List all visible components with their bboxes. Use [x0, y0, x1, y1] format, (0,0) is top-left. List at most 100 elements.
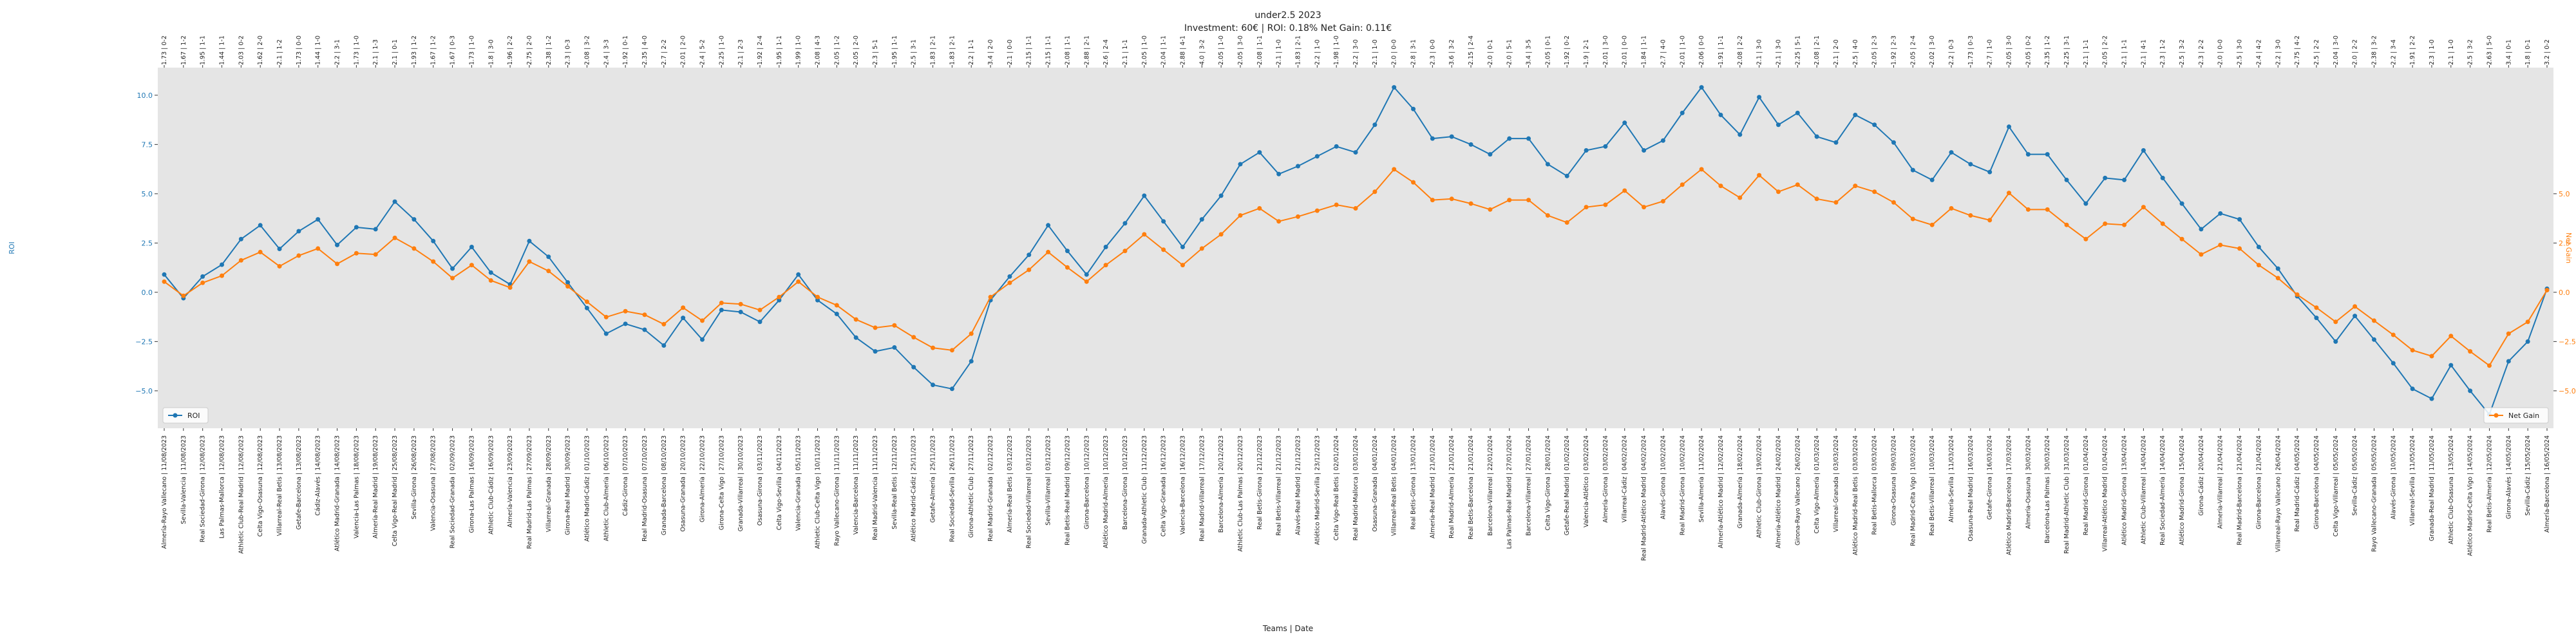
- point: [2333, 319, 2338, 325]
- point: [1468, 201, 1473, 206]
- x-tick-label: Villarreal-Granada | 28/09/2023: [545, 435, 553, 532]
- point: [507, 285, 513, 290]
- point: [1411, 180, 1416, 185]
- top-tick-label: 3.4 | 3-5: [1526, 39, 1533, 65]
- top-tick-label: 2.05 | 1-0: [1141, 35, 1148, 65]
- x-tick-label: Girona-Real Madrid | 30/09/2023: [565, 435, 572, 535]
- point: [2103, 221, 2108, 226]
- point: [1718, 184, 1723, 189]
- point: [2199, 252, 2204, 257]
- x-tick-label: Valencia-Las Palmas | 18/08/2023: [353, 435, 360, 538]
- point: [1199, 246, 1204, 251]
- top-tick-label: 2.5 | 3-2: [2179, 39, 2186, 65]
- point: [873, 349, 878, 354]
- x-tick-label: Real Betis-Almería | 12/05/2024: [2486, 435, 2493, 533]
- point: [1987, 169, 1993, 175]
- top-tick-label: 2.08 | 1-1: [1256, 35, 1264, 65]
- point: [527, 238, 532, 243]
- y2-tick-label: 2.5: [2559, 239, 2570, 247]
- x-tick-label: Girona-Cádiz | 20/04/2024: [2198, 435, 2205, 516]
- top-tick-label: 2.25 | 1-0: [718, 35, 725, 65]
- top-tick-label: 2.05 | 2-3: [1871, 35, 1879, 65]
- point: [2025, 207, 2031, 212]
- legend-box: [2483, 407, 2549, 424]
- point: [450, 266, 455, 271]
- top-tick-label: 2.0 | 5-1: [1506, 39, 1513, 65]
- x-tick-label: Villarreal-Granada | 03/03/2024: [1833, 435, 1840, 532]
- top-tick-label: 2.1 | 3-0: [1756, 39, 1763, 65]
- point: [681, 305, 686, 310]
- x-tick-label: Girona-Celta Vigo | 27/10/2023: [718, 435, 725, 530]
- x-tick-label: Valencia-Barcelona | 11/11/2023: [853, 435, 860, 535]
- point: [1103, 244, 1108, 249]
- top-tick-label: 2.5 | 3-2: [2467, 39, 2474, 65]
- top-tick-label: 2.1 | 1-2: [276, 39, 283, 65]
- point: [2064, 222, 2069, 227]
- x-tick-label: Real Betis-Villarreal | 21/12/2023: [1276, 435, 1283, 536]
- point: [2295, 292, 2300, 298]
- point: [1526, 136, 1531, 141]
- top-tick-label: 2.2 | 1-0: [1314, 39, 1321, 65]
- point: [2275, 276, 2280, 281]
- point: [2218, 242, 2223, 247]
- x-tick-label: Real Madrid-Valencia | 11/11/2023: [872, 435, 879, 540]
- x-tick-label: Getafe-Almería | 25/11/2023: [930, 435, 937, 523]
- point: [1161, 219, 1166, 224]
- legend-label: Net Gain: [2508, 412, 2539, 420]
- y2-tick-label: 5.0: [2559, 190, 2570, 198]
- x-tick-label: Atlético Madrid-Girona | 15/04/2024: [2179, 435, 2186, 545]
- top-tick-label: 2.02 | 3-0: [1929, 35, 1936, 65]
- top-tick-label: 2.05 | 3-0: [1237, 35, 1244, 65]
- x-tick-label: Athletic Club-Celta Vigo | 10/11/2023: [815, 435, 822, 549]
- point: [2045, 152, 2050, 157]
- point: [1891, 140, 1896, 145]
- x-tick-label: Barcelona-Villarreal | 22/01/2024: [1487, 435, 1494, 536]
- point: [2256, 244, 2261, 249]
- top-tick-label: 2.5 | 2-2: [2313, 39, 2320, 65]
- point: [2237, 246, 2242, 251]
- top-tick-label: 2.08 | 3-2: [583, 35, 591, 65]
- top-tick-label: 2.05 | 1-0: [1218, 35, 1225, 65]
- x-tick-label: Almería-Atlético Madrid | 24/02/2024: [1775, 435, 1782, 548]
- top-tick-label: 2.1 | 3-0: [1775, 39, 1782, 65]
- top-tick-label: 2.05 | 3-0: [2006, 35, 2013, 65]
- point: [661, 321, 667, 327]
- top-tick-label: 1.73 | 0-3: [1967, 35, 1975, 65]
- point: [392, 199, 397, 204]
- point: [699, 337, 705, 342]
- legend-marker: [173, 413, 178, 418]
- top-tick-label: 2.1 | 1-3: [372, 39, 379, 65]
- x-tick-label: Almería-Villarreal | 21/04/2024: [2217, 435, 2224, 529]
- y-tick-label: 2.5: [142, 239, 153, 247]
- point: [2141, 148, 2146, 153]
- top-tick-label: 3.2 | 0-2: [2544, 39, 2551, 65]
- point: [2391, 361, 2396, 366]
- point: [1929, 177, 1935, 182]
- point: [1046, 249, 1051, 254]
- point: [2410, 348, 2415, 353]
- point: [2371, 318, 2376, 323]
- top-tick-label: 2.88 | 2-1: [1083, 35, 1090, 65]
- point: [1507, 198, 1512, 203]
- point: [1929, 222, 1935, 227]
- point: [1314, 154, 1320, 159]
- x-tick-label: Granada-Athletic Club | 11/12/2023: [1141, 435, 1148, 544]
- top-tick-label: 2.2 | 3-0: [2275, 39, 2282, 65]
- point: [1584, 148, 1589, 153]
- top-tick-label: 2.0 | 0-0: [2217, 39, 2224, 65]
- point: [2218, 211, 2223, 216]
- point: [1584, 205, 1589, 210]
- top-tick-label: 1.92 | 2-4: [757, 35, 764, 65]
- top-tick-label: 2.1 | 1-0: [1276, 39, 1283, 65]
- point: [1065, 249, 1070, 254]
- point: [2007, 191, 2012, 196]
- top-tick-label: 2.2 | 3-4: [2390, 39, 2397, 65]
- point: [757, 307, 762, 312]
- x-tick-label: Valencia-Granada | 05/11/2023: [795, 435, 802, 531]
- point: [1738, 132, 1743, 137]
- point: [1027, 267, 1032, 272]
- top-tick-label: 2.3 | 2-2: [2198, 39, 2205, 65]
- point: [258, 249, 263, 254]
- point: [1564, 173, 1569, 178]
- point: [546, 269, 551, 274]
